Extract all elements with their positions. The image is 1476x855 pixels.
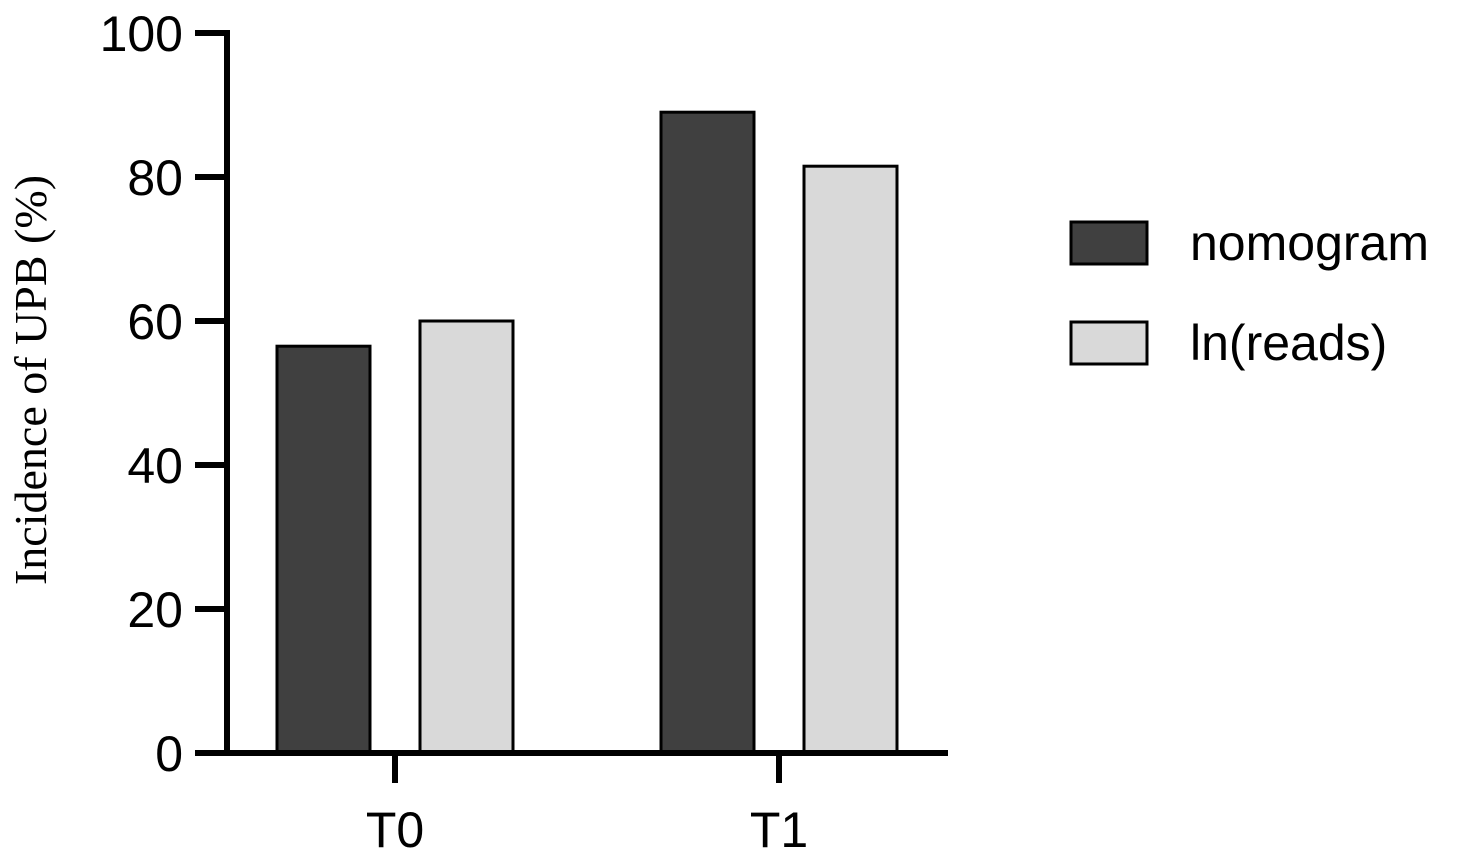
y-tick-label: 40 <box>127 438 183 494</box>
y-tick-label: 100 <box>100 6 183 62</box>
axes-group <box>195 30 948 756</box>
legend-swatch <box>1069 220 1149 266</box>
x-ticks-group: T0 T1 <box>366 753 808 855</box>
y-ticks-group: 0 20 40 60 80 100 <box>100 6 227 782</box>
x-tick-label: T0 <box>366 802 424 855</box>
bar-t1-series-1 <box>802 164 899 755</box>
bars-group <box>275 110 899 755</box>
bar-t0-series-0 <box>275 344 372 755</box>
legend-swatch <box>1069 320 1149 366</box>
y-axis-label: Incidence of UPB (%) <box>5 175 56 585</box>
bar-t1-series-0 <box>659 110 756 755</box>
legend-label: ln(reads) <box>1190 315 1387 371</box>
y-tick-label: 20 <box>127 582 183 638</box>
legend-label: nomogram <box>1190 215 1429 271</box>
bar-t0-series-1 <box>418 319 515 755</box>
legend: nomogram ln(reads) <box>1069 215 1429 371</box>
y-tick-label: 60 <box>127 294 183 350</box>
x-tick-label: T1 <box>750 802 808 855</box>
y-tick-label: 0 <box>155 726 183 782</box>
y-tick-label: 80 <box>127 150 183 206</box>
